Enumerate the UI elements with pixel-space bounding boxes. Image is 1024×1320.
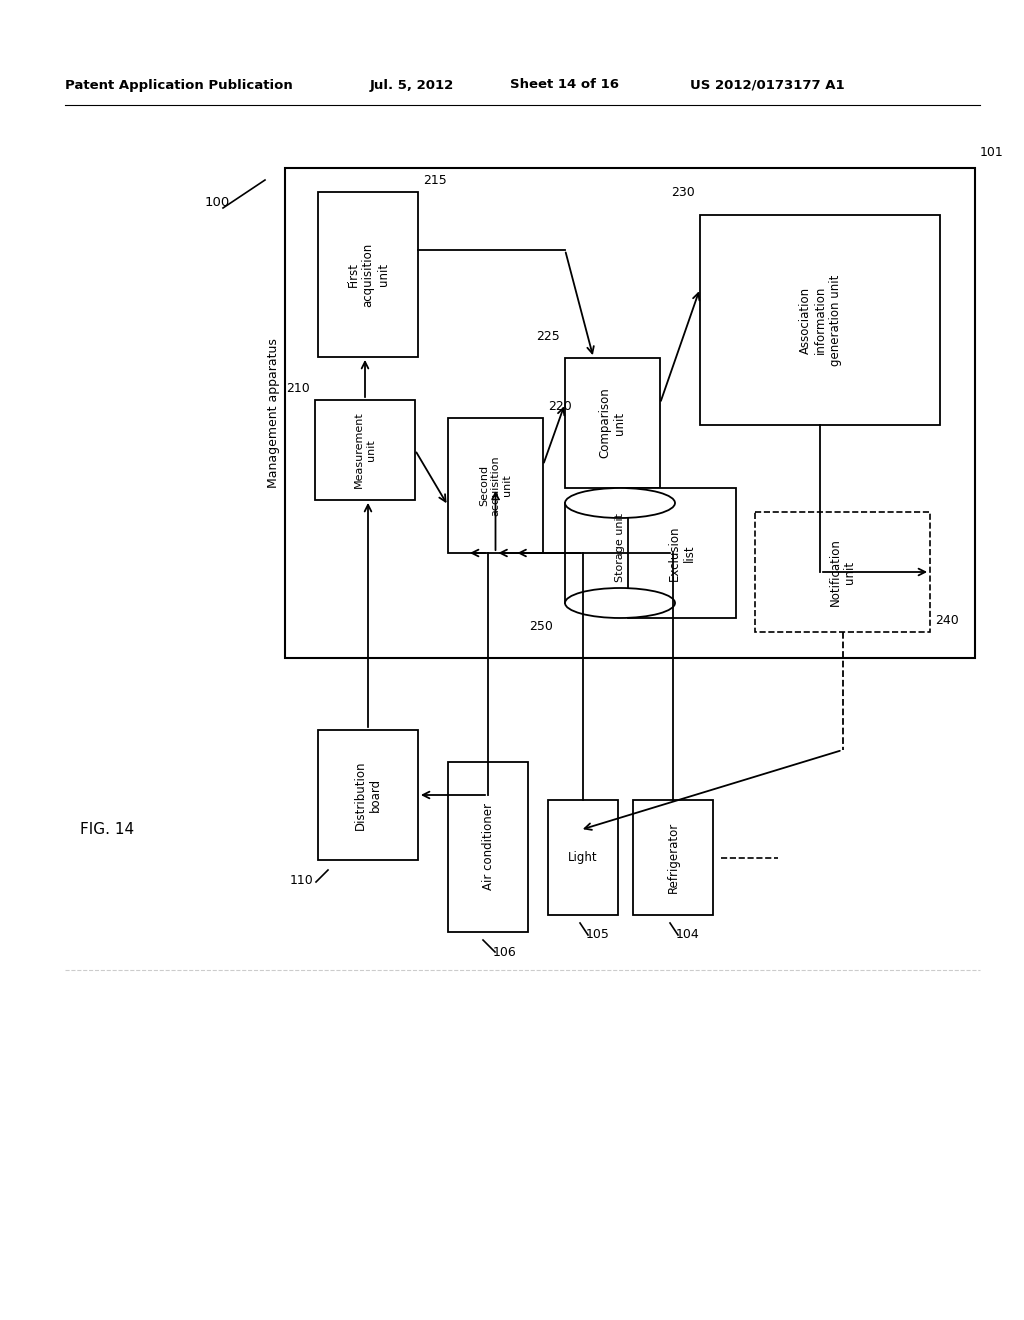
Text: 230: 230 [672, 186, 695, 199]
Text: 104: 104 [676, 928, 699, 941]
Text: Second
acquisition
unit: Second acquisition unit [479, 455, 512, 516]
Text: Light: Light [568, 851, 598, 865]
Text: 110: 110 [289, 874, 313, 887]
Text: Storage unit: Storage unit [615, 513, 625, 582]
Text: Sheet 14 of 16: Sheet 14 of 16 [510, 78, 618, 91]
Text: 240: 240 [935, 614, 958, 627]
Text: Air conditioner: Air conditioner [481, 804, 495, 891]
Bar [633, 800, 713, 915]
Text: FIG. 14: FIG. 14 [80, 822, 134, 837]
Text: Jul. 5, 2012: Jul. 5, 2012 [370, 78, 455, 91]
Bar [565, 503, 675, 603]
Text: First
acquisition
unit: First acquisition unit [346, 243, 389, 306]
Text: Refrigerator: Refrigerator [667, 822, 680, 894]
Bar [755, 512, 930, 632]
Text: Patent Application Publication: Patent Application Publication [65, 78, 293, 91]
Ellipse shape [565, 587, 675, 618]
Bar [449, 762, 528, 932]
Text: Management apparatus: Management apparatus [266, 338, 280, 488]
Text: 225: 225 [537, 330, 560, 342]
Bar [285, 168, 975, 657]
Text: Measurement
unit: Measurement unit [354, 412, 376, 488]
Bar [318, 730, 418, 861]
Bar [628, 488, 736, 618]
Text: 106: 106 [493, 945, 517, 958]
Text: 250: 250 [529, 619, 553, 632]
Bar [548, 800, 618, 915]
Ellipse shape [565, 488, 675, 517]
Text: 105: 105 [586, 928, 610, 941]
Text: US 2012/0173177 A1: US 2012/0173177 A1 [690, 78, 845, 91]
Bar [318, 191, 418, 356]
Bar [565, 358, 660, 488]
Text: Association
information
generation unit: Association information generation unit [799, 275, 842, 366]
Bar [449, 418, 543, 553]
Text: Notification
unit: Notification unit [828, 539, 856, 606]
Text: 220: 220 [548, 400, 571, 412]
Bar [700, 215, 940, 425]
Bar [315, 400, 415, 500]
Text: Exclusion
list: Exclusion list [668, 525, 696, 581]
Text: Distribution
board: Distribution board [354, 760, 382, 830]
Text: 101: 101 [980, 147, 1004, 160]
Text: 215: 215 [423, 173, 446, 186]
Text: Comparison
unit: Comparison unit [598, 388, 627, 458]
Text: 210: 210 [287, 381, 310, 395]
Text: 100: 100 [205, 197, 230, 210]
